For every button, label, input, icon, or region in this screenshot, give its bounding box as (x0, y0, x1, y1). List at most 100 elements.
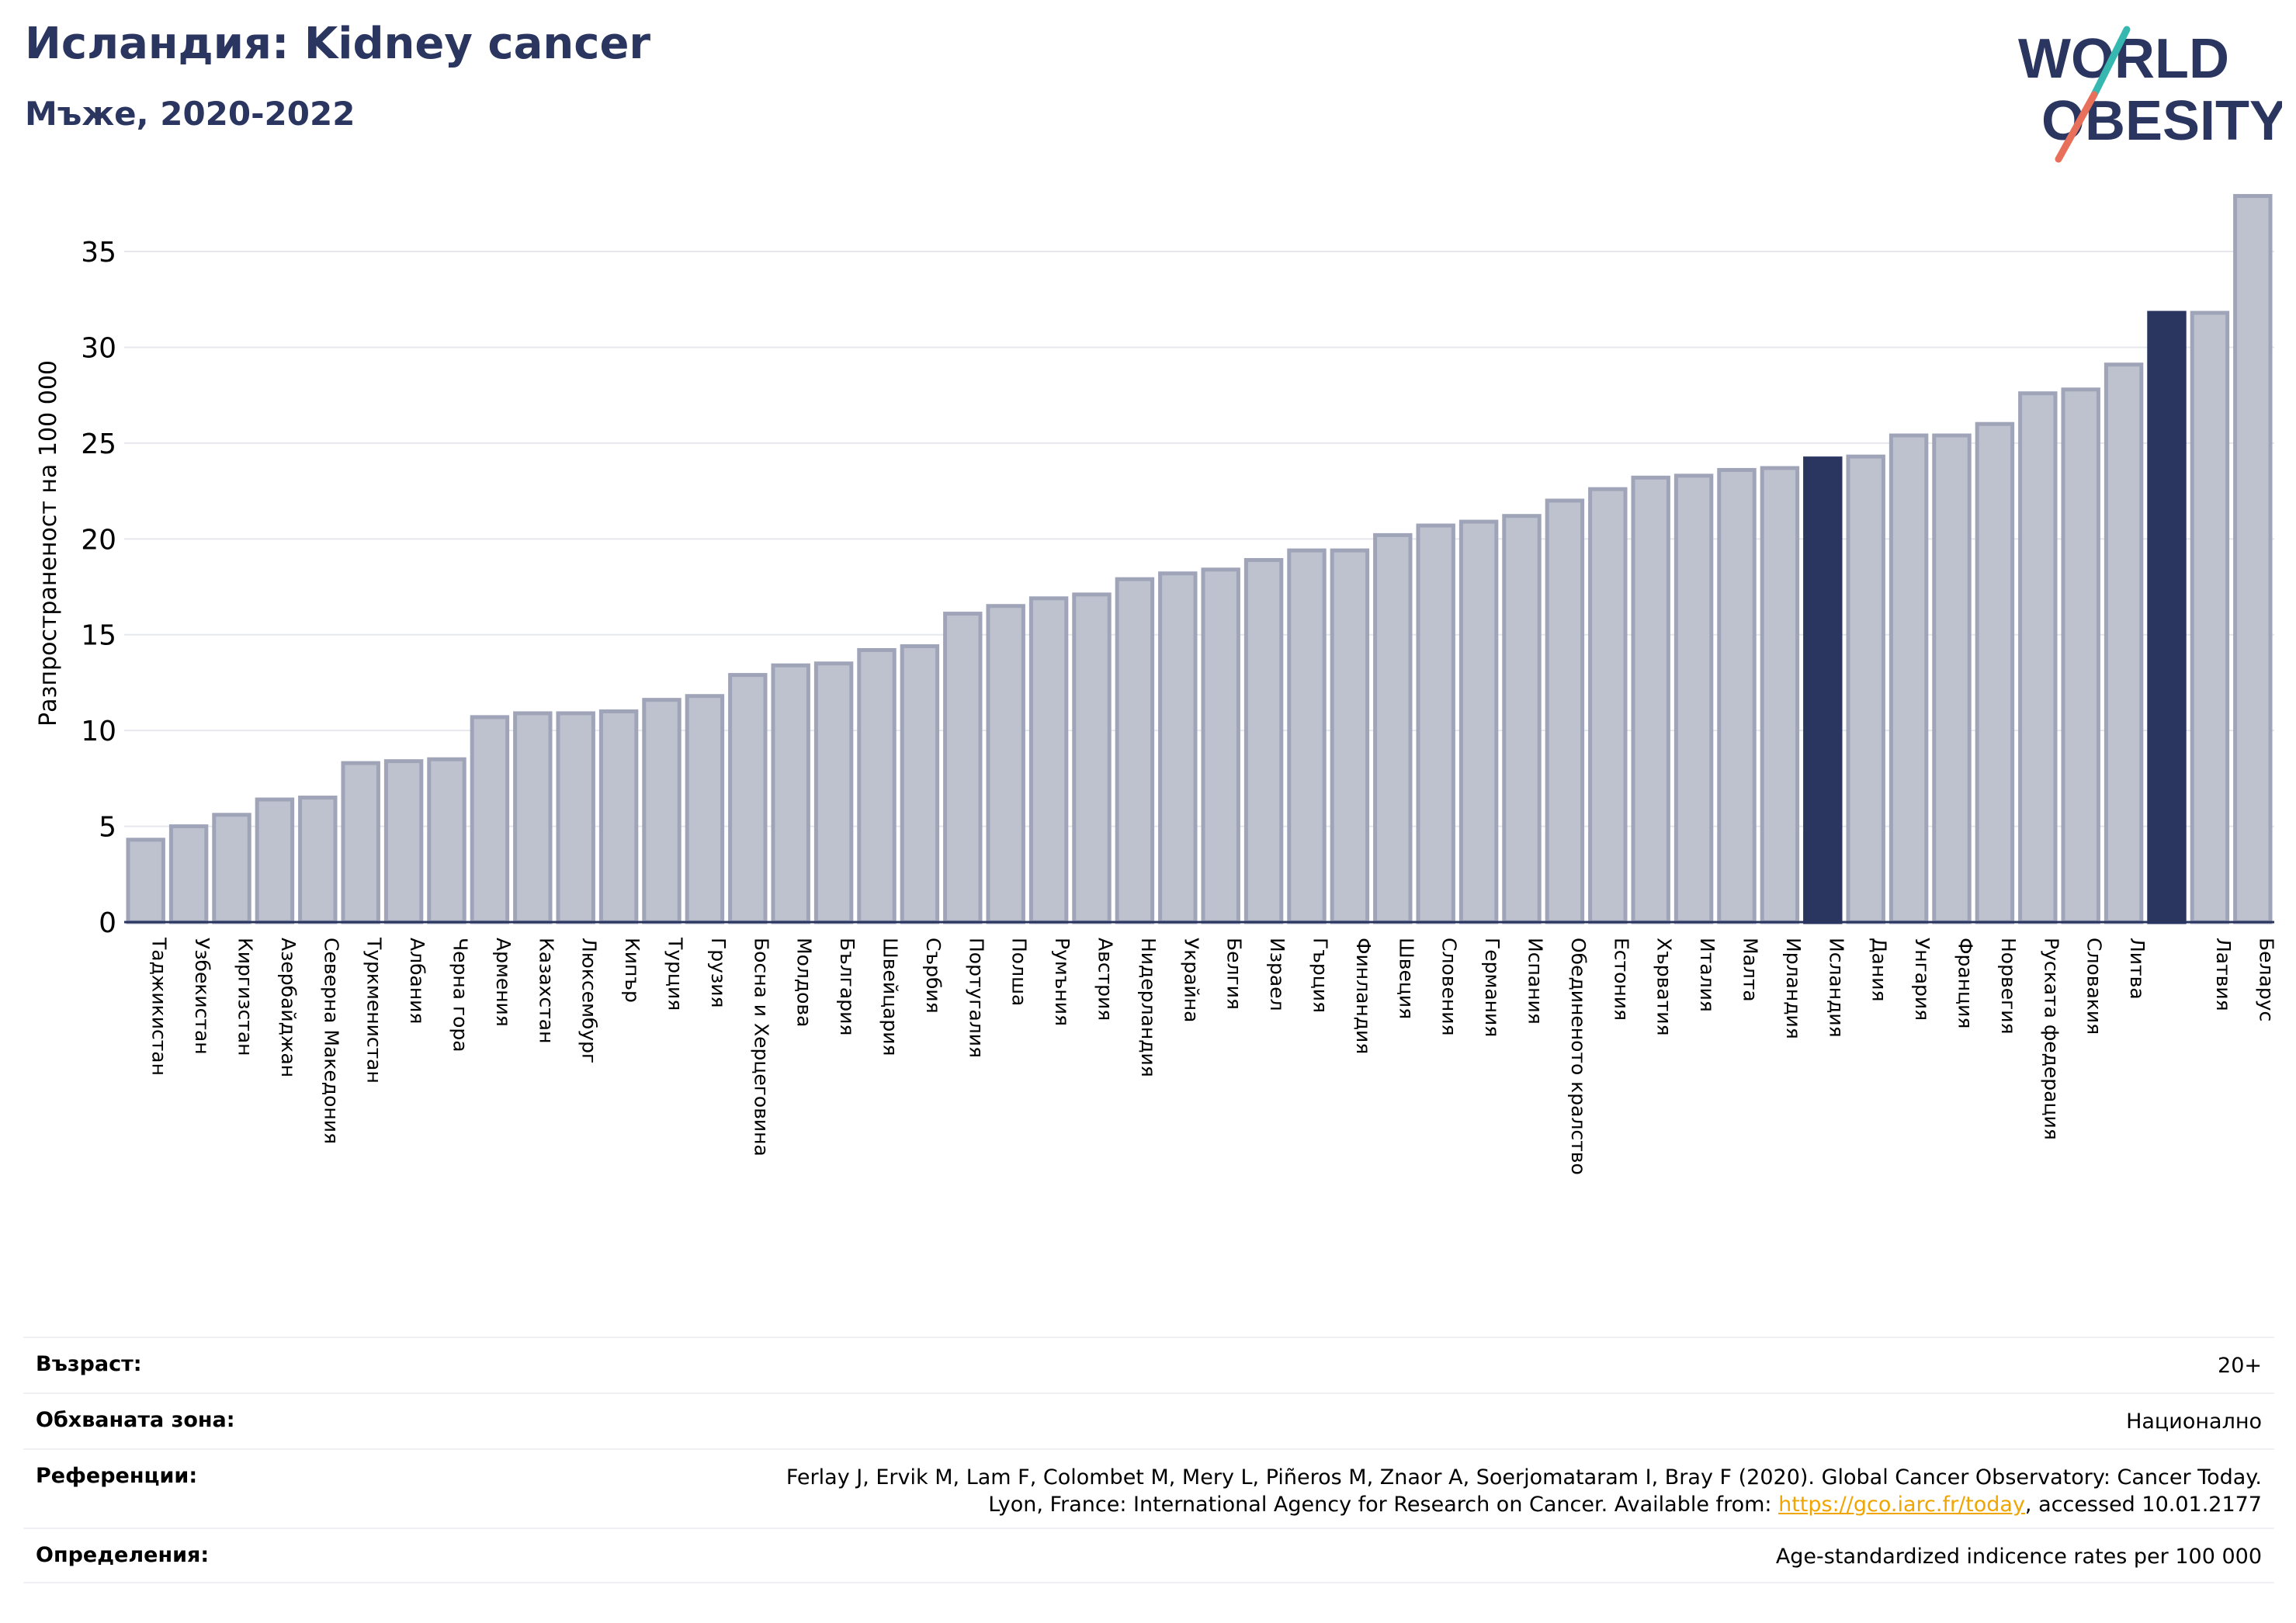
x-tick-label: Австрия (1094, 938, 1117, 1021)
bar (255, 797, 295, 924)
definitions-label: Определения: (36, 1543, 210, 1567)
bar (2061, 387, 2100, 924)
x-tick-label: Украйна (1180, 938, 1202, 1022)
y-tick-label: 25 (81, 428, 116, 460)
bar (1588, 487, 1628, 924)
x-tick-label: Азербайджан (277, 938, 300, 1077)
x-axis-labels: Таджикистан Узбекистан Киргизстан Азербайдж… (148, 937, 2278, 1175)
bar (513, 711, 553, 924)
x-tick-label: Киргизстан (234, 938, 257, 1056)
bar (1673, 473, 1714, 924)
bar (470, 715, 510, 924)
y-axis-ticks: 0 5 10 15 20 25 30 35 (81, 237, 116, 939)
area-label: Обхваната зона: (36, 1408, 235, 1432)
y-tick-label: 20 (81, 524, 116, 556)
y-tick-label: 35 (81, 237, 116, 269)
x-tick-label: Германия (1481, 938, 1503, 1037)
bar (2018, 391, 2058, 924)
x-tick-label: Испания (1524, 938, 1547, 1025)
x-tick-label: Норвегия (1997, 938, 2020, 1035)
bar (1072, 592, 1112, 924)
x-tick-label: Унгария (1911, 938, 1934, 1021)
bar (1373, 532, 1413, 924)
bar (168, 824, 209, 924)
bar (212, 813, 251, 924)
x-tick-label: Исландия (1825, 938, 1847, 1038)
bar (1803, 456, 1843, 924)
x-tick-label: Хърватия (1653, 938, 1676, 1036)
references-value: Ferlay J, Ervik M, Lam F, Colombet M, Me… (786, 1464, 2262, 1518)
x-tick-label: Румъния (1051, 938, 1073, 1026)
x-tick-label: Северна Македония (320, 938, 342, 1144)
x-tick-label: Сърбия (922, 938, 945, 1014)
bar (1287, 548, 1327, 924)
x-tick-label: Казахстан (535, 938, 557, 1043)
bar (642, 698, 682, 924)
info-row-references: Референции: Ferlay J, Ervik M, Lam F, Co… (23, 1448, 2274, 1528)
bar (1243, 557, 1284, 924)
bar (341, 761, 380, 924)
chart-title: Исландия: Kidney cancer (25, 19, 651, 69)
x-tick-label: Обединеното кралство (1567, 938, 1590, 1175)
bar (1932, 433, 1972, 924)
chart-subtitle: Мъже, 2020-2022 (25, 95, 355, 133)
x-tick-label: Албания (406, 938, 428, 1024)
x-tick-label: Молдова (793, 938, 816, 1027)
y-tick-label: 0 (99, 907, 116, 939)
x-tick-label: Армения (492, 938, 515, 1027)
x-tick-label: Кипър (621, 938, 643, 1003)
bar (298, 796, 338, 924)
logo-slash-coral (2055, 91, 2098, 163)
bar (1545, 498, 1585, 924)
bar (1158, 571, 1198, 924)
bar (2233, 193, 2273, 924)
x-tick-label: Латвия (2212, 938, 2235, 1011)
bar (1330, 548, 1370, 924)
bar (813, 661, 854, 924)
reference-link[interactable]: https://gco.iarc.fr/today (1778, 1493, 2025, 1517)
x-tick-label: Черна гора (449, 938, 472, 1053)
x-tick-label: Люксембург (578, 938, 601, 1063)
x-tick-label: Португалия (965, 938, 987, 1058)
x-tick-label: Малта (1739, 938, 1762, 1002)
bar (1416, 523, 1455, 924)
references-label: Референции: (36, 1464, 198, 1488)
x-tick-label: Беларус (2255, 938, 2277, 1021)
bar (1846, 454, 1885, 924)
x-tick-label: Дания (1868, 938, 1891, 1001)
reference-line1: Ferlay J, Ervik M, Lam F, Colombet M, Me… (786, 1465, 2262, 1489)
world-obesity-logo: WORLD OBESITY (2018, 26, 2282, 163)
bar (2104, 362, 2144, 924)
bar (383, 759, 424, 924)
bar (943, 612, 983, 924)
y-tick-label: 10 (81, 716, 116, 747)
x-tick-label: Словения (1438, 938, 1461, 1035)
y-tick-label: 15 (81, 620, 116, 652)
x-tick-label: Туркменистан (363, 937, 386, 1084)
bar (1502, 514, 1542, 924)
x-tick-label: Словакия (2083, 938, 2106, 1035)
bar (857, 647, 897, 924)
x-tick-label: Белгия (1223, 938, 1246, 1010)
info-row-age: Възраст: 20+ (23, 1337, 2274, 1392)
bar (685, 694, 725, 924)
x-tick-label: Нидерландия (1137, 938, 1160, 1077)
reference-line2-pre: Lyon, France: International Agency for R… (988, 1493, 1779, 1517)
y-axis-label: Разпространеност на 100 000 (35, 360, 62, 727)
bars (126, 193, 2273, 924)
bar (1717, 467, 1757, 924)
x-tick-label: Естония (1610, 938, 1632, 1021)
logo-slash-teal (2090, 26, 2131, 99)
area-value: Национално (2126, 1410, 2262, 1434)
bar (2190, 310, 2230, 924)
x-tick-label: Франция (1954, 938, 1977, 1028)
x-tick-label: Ирландия (1782, 938, 1805, 1039)
bar (1975, 421, 2015, 924)
x-tick-label: Руската федерация (2040, 938, 2062, 1140)
x-tick-label: Босна и Херцеговина (750, 938, 772, 1157)
reference-line2-post: , accessed 10.01.2177 (2024, 1493, 2262, 1517)
bar (427, 757, 466, 924)
x-tick-label: Узбекистан (191, 938, 213, 1055)
bar (1631, 475, 1670, 924)
x-tick-label: Швеция (1395, 938, 1417, 1019)
